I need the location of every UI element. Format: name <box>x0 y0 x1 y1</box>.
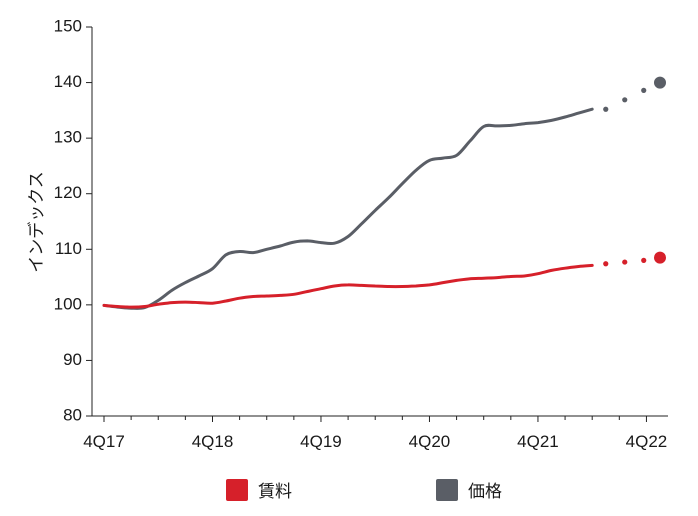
y-tick-label: 100 <box>54 294 82 313</box>
legend: 賃料 価格 <box>226 479 502 502</box>
y-tick-label: 150 <box>54 16 82 35</box>
y-tick-label: 120 <box>54 183 82 202</box>
x-tick-label: 4Q21 <box>517 432 559 451</box>
x-tick-label: 4Q22 <box>626 432 668 451</box>
y-axis-label: インデックス <box>26 171 47 273</box>
series-layer <box>102 75 667 310</box>
x-tick-label: 4Q17 <box>83 432 125 451</box>
y-tick-label: 80 <box>63 405 82 424</box>
y-tick-label: 130 <box>54 128 82 147</box>
legend-swatch-price <box>436 479 458 501</box>
projection-dot-price <box>603 106 609 112</box>
y-tick-label: 110 <box>55 239 82 258</box>
projection-dot-rent <box>622 259 628 265</box>
series-line-price <box>102 107 594 310</box>
projection-dot-price <box>641 87 647 93</box>
x-tick-label: 4Q18 <box>192 432 234 451</box>
projection-dot-price <box>622 97 628 103</box>
legend-label-price: 価格 <box>468 482 502 502</box>
projection-dot-rent <box>603 261 609 267</box>
projection-dot-rent <box>641 257 647 263</box>
axes: 80 90 100 110 120 130 140 150 4Q17 4Q18 4Q19 4Q20 4Q… <box>54 16 668 451</box>
endpoint-marker-price <box>653 75 667 90</box>
endpoint-marker-rent <box>653 250 667 265</box>
legend-label-rent: 賃料 <box>258 482 292 502</box>
legend-swatch-rent <box>226 479 248 501</box>
x-tick-label: 4Q20 <box>409 432 451 451</box>
x-tick-label: 4Q19 <box>300 432 342 451</box>
y-tick-label: 90 <box>63 350 82 369</box>
y-tick-label: 140 <box>54 72 82 91</box>
series-line-rent <box>102 263 594 309</box>
